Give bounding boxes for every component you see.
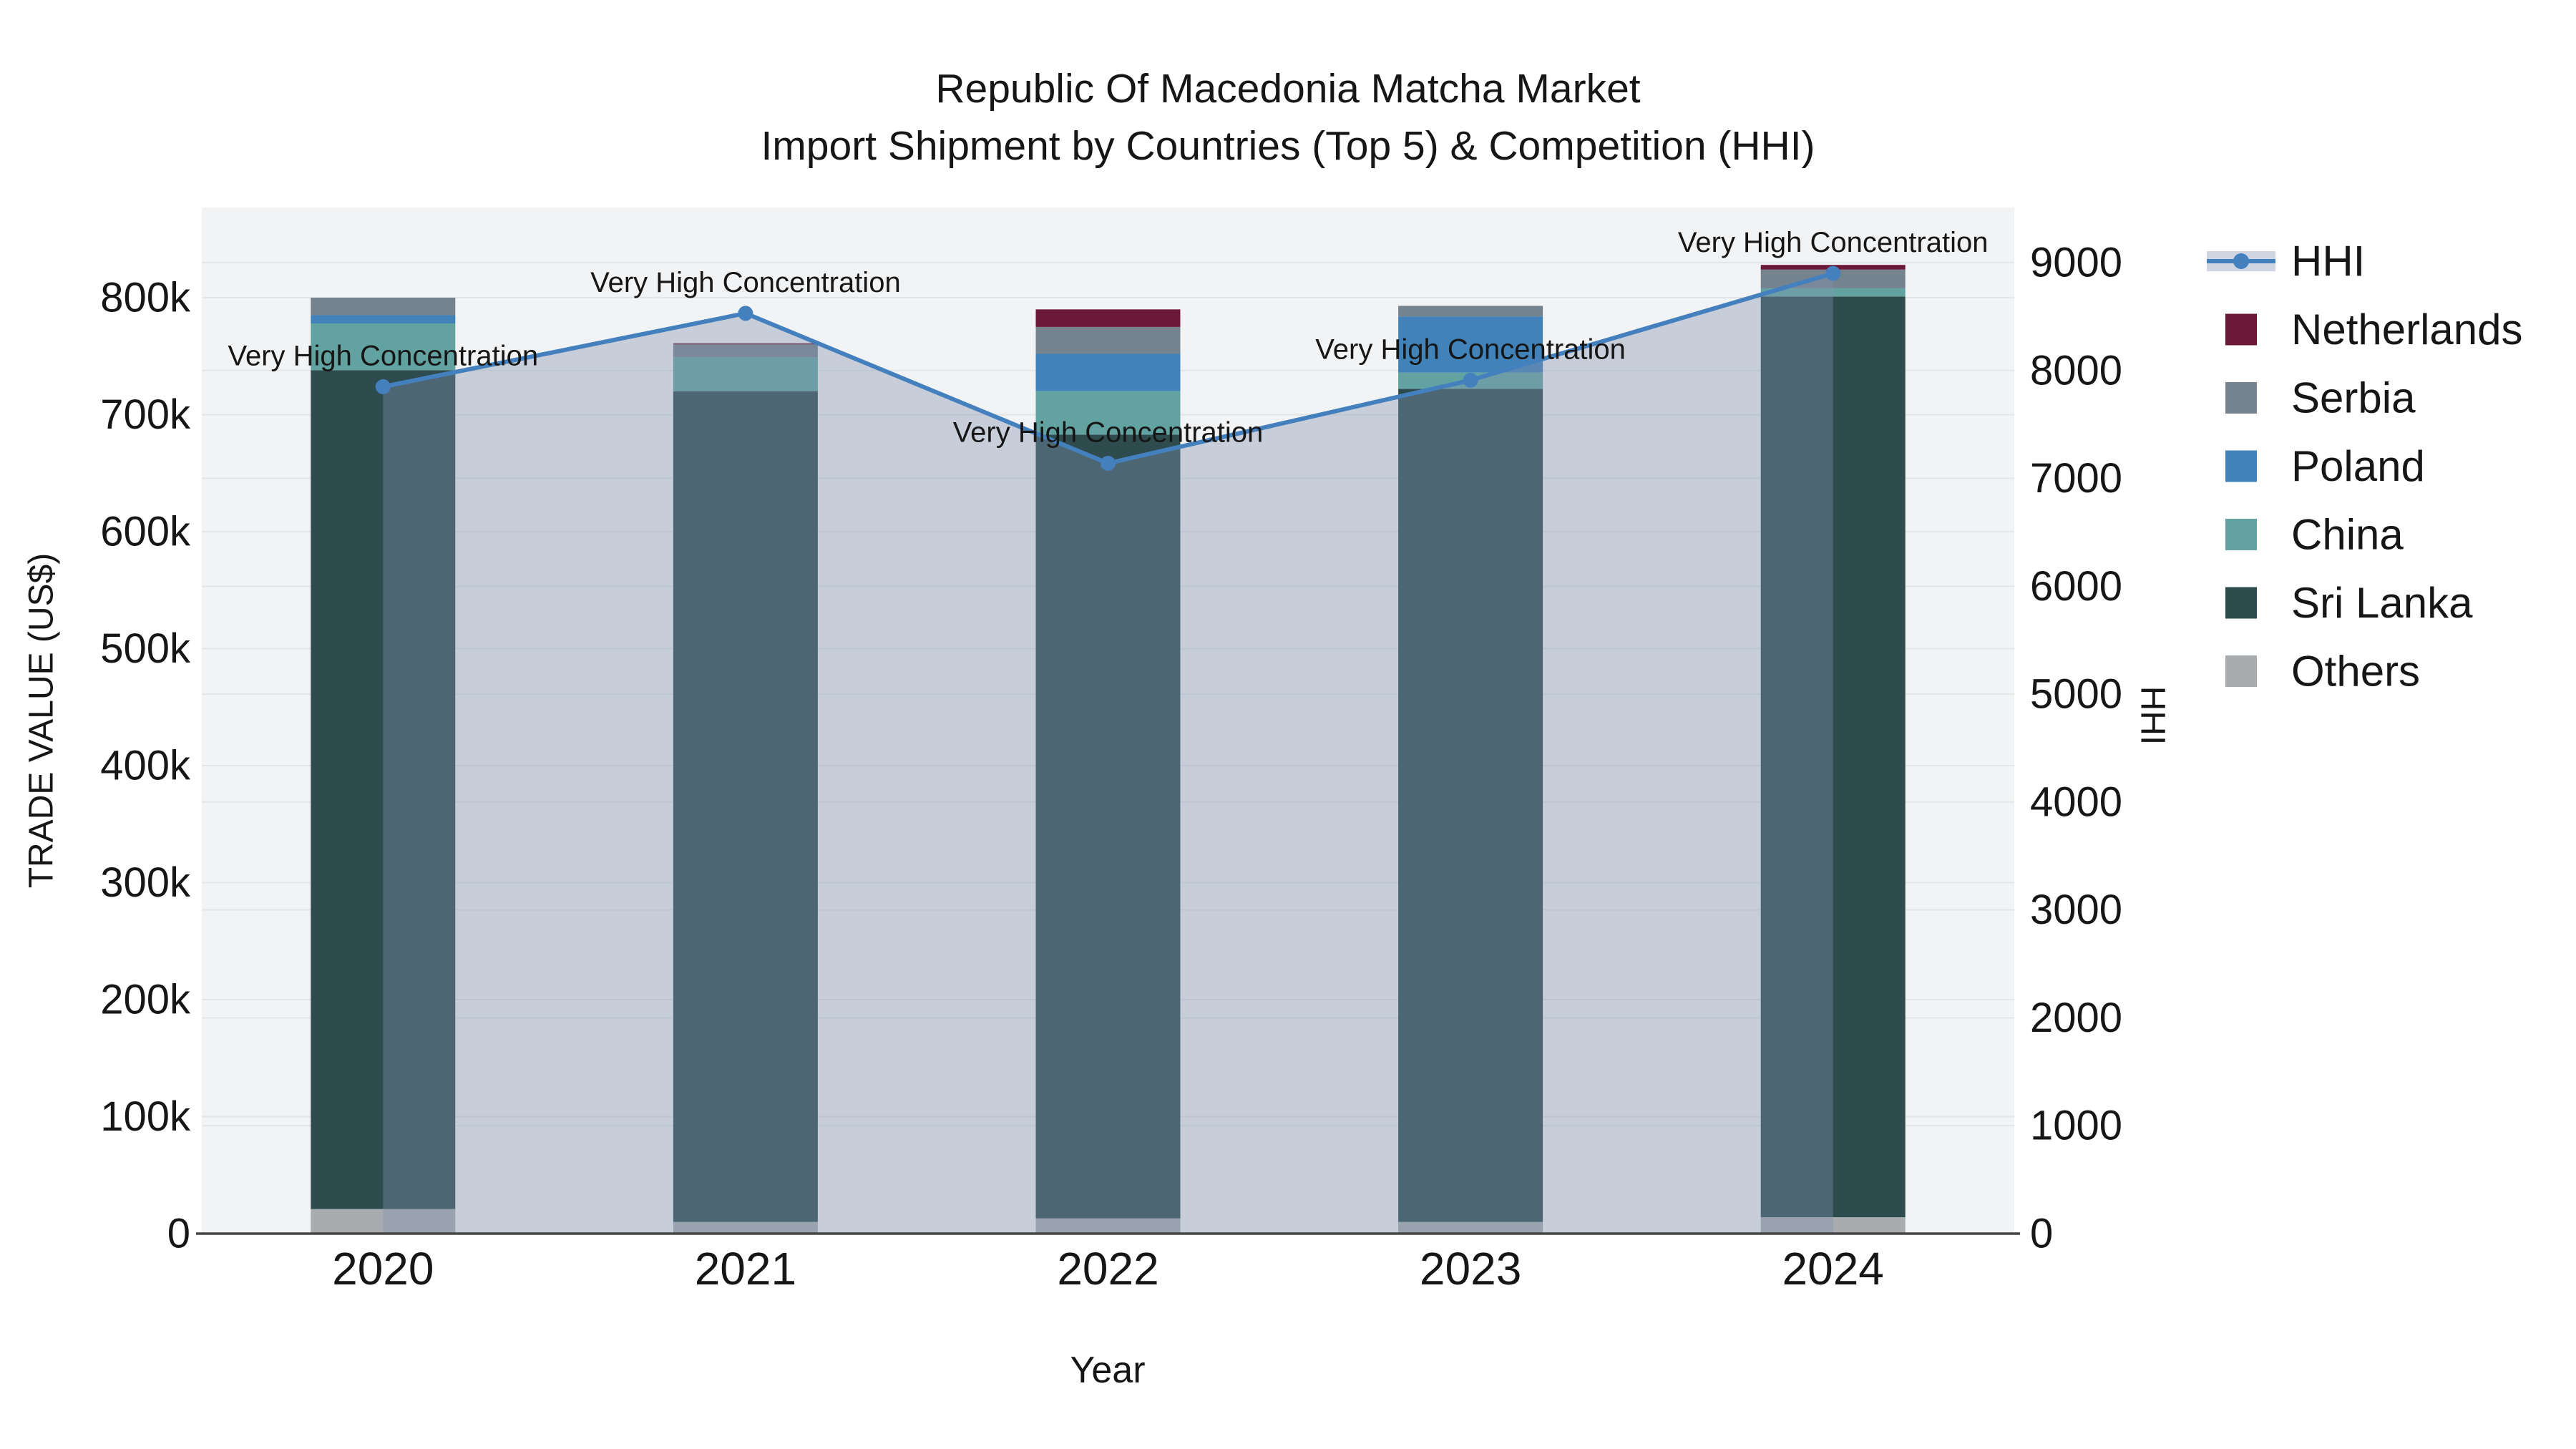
hhi-marker (738, 306, 753, 321)
bar-segment-others (1760, 1217, 1906, 1234)
y2-tick-label: 7000 (2030, 455, 2122, 502)
bar-segment-serbia (311, 298, 456, 316)
y2-tick-label: 1000 (2030, 1103, 2122, 1149)
legend-label: China (2291, 511, 2404, 559)
y2-tick-label: 2000 (2030, 995, 2122, 1041)
legend-swatch-icon (2225, 450, 2257, 482)
y-tick-label: 400k (100, 743, 191, 789)
bar-segment-others (311, 1209, 456, 1234)
annotation-label: Very High Concentration (1315, 333, 1626, 365)
bar-segment-sri-lanka (673, 391, 818, 1222)
legend-label: Netherlands (2291, 306, 2523, 353)
bar-segment-serbia (1398, 306, 1543, 317)
legend-hhi-marker-icon (2233, 253, 2249, 269)
bar-segment-china (673, 357, 818, 391)
x-tick-label: 2023 (1420, 1243, 1521, 1294)
bar-segment-sri-lanka (311, 370, 456, 1209)
bar-segment-serbia (673, 344, 818, 358)
legend-label: Serbia (2291, 374, 2416, 422)
x-tick-label: 2024 (1782, 1243, 1884, 1294)
y2-tick-label: 5000 (2030, 671, 2122, 718)
y-tick-label: 300k (100, 859, 191, 906)
y-tick-label: 100k (100, 1093, 191, 1140)
bar-segment-china (311, 323, 456, 371)
bar-segment-poland (1398, 316, 1543, 373)
bar-segment-serbia (1035, 326, 1181, 354)
bar-segment-china (1035, 391, 1181, 435)
annotation-label: Very High Concentration (953, 416, 1264, 448)
annotation-label: Very High Concentration (228, 340, 539, 371)
chart-subtitle: Import Shipment by Countries (Top 5) & C… (761, 123, 1815, 169)
hhi-marker (375, 379, 391, 394)
bar-segment-others (1398, 1221, 1543, 1234)
bar-segment-china (1760, 288, 1906, 297)
x-tick-label: 2021 (695, 1243, 796, 1294)
legend-label: Poland (2291, 442, 2425, 490)
bar-segment-sri-lanka (1035, 434, 1181, 1219)
y-tick-label: 0 (167, 1211, 190, 1257)
legend-item-netherlands[interactable]: Netherlands (2225, 306, 2523, 353)
bar-segment-others (673, 1221, 818, 1234)
bar-segment-netherlands (1035, 309, 1181, 327)
annotation-label: Very High Concentration (1678, 227, 1989, 258)
y-tick-label: 500k (100, 625, 191, 672)
legend-item-hhi[interactable]: HHI (2207, 238, 2365, 286)
x-tick-label: 2020 (332, 1243, 434, 1294)
hhi-area-fill (383, 273, 1833, 1234)
x-axis-title: Year (1070, 1350, 1146, 1391)
bar-segment-others (1035, 1218, 1181, 1234)
y2-tick-label: 4000 (2030, 779, 2122, 825)
legend-swatch-icon (2225, 655, 2257, 687)
y2-tick-label: 0 (2030, 1211, 2053, 1257)
legend-swatch-icon (2225, 313, 2257, 346)
legend-swatch-icon (2225, 519, 2257, 550)
legend-item-serbia[interactable]: Serbia (2225, 374, 2416, 422)
x-tick-label: 2022 (1057, 1243, 1158, 1294)
y-tick-label: 600k (100, 509, 191, 555)
y-tick-label: 700k (100, 391, 191, 438)
y2-axis-title: HHI (2133, 686, 2172, 746)
bar-segment-poland (311, 315, 456, 323)
y2-tick-label: 3000 (2030, 887, 2122, 933)
legend-item-others[interactable]: Others (2225, 648, 2420, 696)
annotation-label: Very High Concentration (590, 267, 901, 298)
legend-item-china[interactable]: China (2225, 511, 2404, 559)
bar-segment-sri-lanka (1760, 296, 1906, 1218)
legend-swatch-icon (2225, 382, 2257, 414)
hhi-marker (1101, 455, 1116, 471)
legend: HHI Netherlands Serbia Poland China Sri Lanka… (2207, 238, 2523, 696)
y-tick-label: 800k (100, 275, 191, 321)
y2-tick-label: 9000 (2030, 240, 2122, 286)
legend-item-sri-lanka[interactable]: Sri Lanka (2225, 579, 2473, 627)
hhi-marker (1825, 265, 1841, 281)
legend-swatch-icon (2225, 587, 2257, 619)
bar-stacks (311, 265, 1906, 1234)
y-tick-label: 200k (100, 977, 191, 1023)
bar-segment-sri-lanka (1398, 389, 1543, 1222)
legend-label: HHI (2291, 238, 2365, 286)
y-axis-title: TRADE VALUE (US$) (22, 552, 61, 889)
legend-item-poland[interactable]: Poland (2225, 442, 2425, 490)
y2-tick-label: 8000 (2030, 347, 2122, 394)
bar-segment-netherlands (673, 343, 818, 345)
y2-tick-label: 6000 (2030, 563, 2122, 610)
legend-label: Others (2291, 648, 2420, 696)
chart-title: Republic Of Macedonia Matcha Market (935, 66, 1641, 112)
bar-segment-poland (1035, 353, 1181, 391)
legend-label: Sri Lanka (2291, 579, 2473, 627)
hhi-marker (1463, 372, 1478, 388)
